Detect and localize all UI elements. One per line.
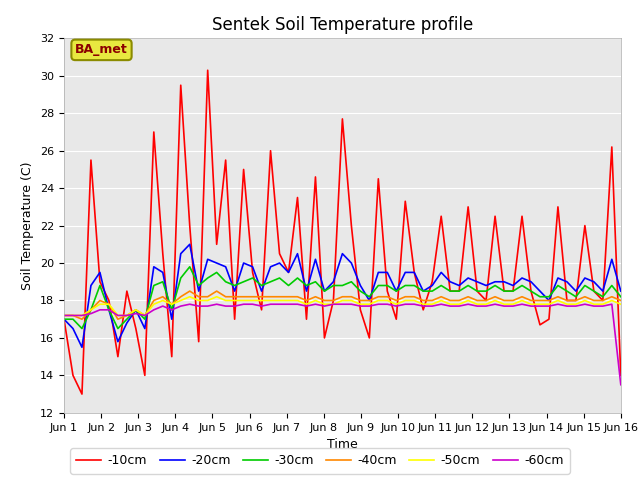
- -50cm: [608, 298, 616, 303]
- Y-axis label: Soil Temperature (C): Soil Temperature (C): [22, 161, 35, 290]
- -20cm: [617, 288, 625, 294]
- -30cm: [339, 283, 346, 288]
- -30cm: [356, 288, 364, 294]
- -50cm: [240, 298, 248, 303]
- Line: -40cm: -40cm: [64, 291, 621, 319]
- -10cm: [608, 144, 616, 150]
- -50cm: [617, 301, 625, 307]
- -30cm: [78, 325, 86, 331]
- -60cm: [455, 303, 463, 309]
- -40cm: [60, 312, 68, 318]
- -40cm: [608, 294, 616, 300]
- -30cm: [249, 275, 257, 281]
- -40cm: [339, 294, 346, 300]
- -40cm: [78, 316, 86, 322]
- -40cm: [356, 298, 364, 303]
- -20cm: [60, 316, 68, 322]
- -20cm: [339, 251, 346, 256]
- -10cm: [339, 116, 346, 122]
- -40cm: [249, 294, 257, 300]
- -40cm: [231, 294, 239, 300]
- -20cm: [231, 288, 239, 294]
- Title: Sentek Soil Temperature profile: Sentek Soil Temperature profile: [212, 16, 473, 34]
- Line: -30cm: -30cm: [64, 267, 621, 328]
- -60cm: [330, 301, 337, 307]
- -30cm: [464, 283, 472, 288]
- -30cm: [617, 294, 625, 300]
- -50cm: [330, 301, 337, 307]
- X-axis label: Time: Time: [327, 438, 358, 451]
- -40cm: [464, 294, 472, 300]
- -60cm: [186, 301, 193, 307]
- -50cm: [455, 301, 463, 307]
- -10cm: [249, 270, 257, 276]
- -10cm: [78, 391, 86, 397]
- -50cm: [60, 312, 68, 318]
- -30cm: [186, 264, 193, 270]
- -40cm: [617, 298, 625, 303]
- Line: -20cm: -20cm: [64, 244, 621, 348]
- -10cm: [60, 316, 68, 322]
- -20cm: [249, 264, 257, 270]
- -50cm: [348, 298, 355, 303]
- Legend: -10cm, -20cm, -30cm, -40cm, -50cm, -60cm: -10cm, -20cm, -30cm, -40cm, -50cm, -60cm: [70, 448, 570, 474]
- -20cm: [78, 345, 86, 350]
- Text: BA_met: BA_met: [75, 43, 128, 56]
- -10cm: [204, 67, 212, 73]
- -10cm: [617, 372, 625, 378]
- -20cm: [608, 256, 616, 262]
- -60cm: [608, 301, 616, 307]
- -20cm: [186, 241, 193, 247]
- -10cm: [231, 316, 239, 322]
- -20cm: [464, 275, 472, 281]
- -30cm: [231, 283, 239, 288]
- -30cm: [608, 283, 616, 288]
- -30cm: [60, 316, 68, 322]
- -60cm: [617, 382, 625, 388]
- -50cm: [186, 294, 193, 300]
- -60cm: [240, 301, 248, 307]
- -20cm: [356, 283, 364, 288]
- -60cm: [60, 312, 68, 318]
- -60cm: [348, 301, 355, 307]
- Line: -10cm: -10cm: [64, 70, 621, 394]
- -50cm: [222, 298, 230, 303]
- Line: -50cm: -50cm: [64, 297, 621, 315]
- Line: -60cm: -60cm: [64, 304, 621, 385]
- -60cm: [222, 303, 230, 309]
- -40cm: [186, 288, 193, 294]
- -10cm: [464, 204, 472, 210]
- -10cm: [356, 307, 364, 313]
